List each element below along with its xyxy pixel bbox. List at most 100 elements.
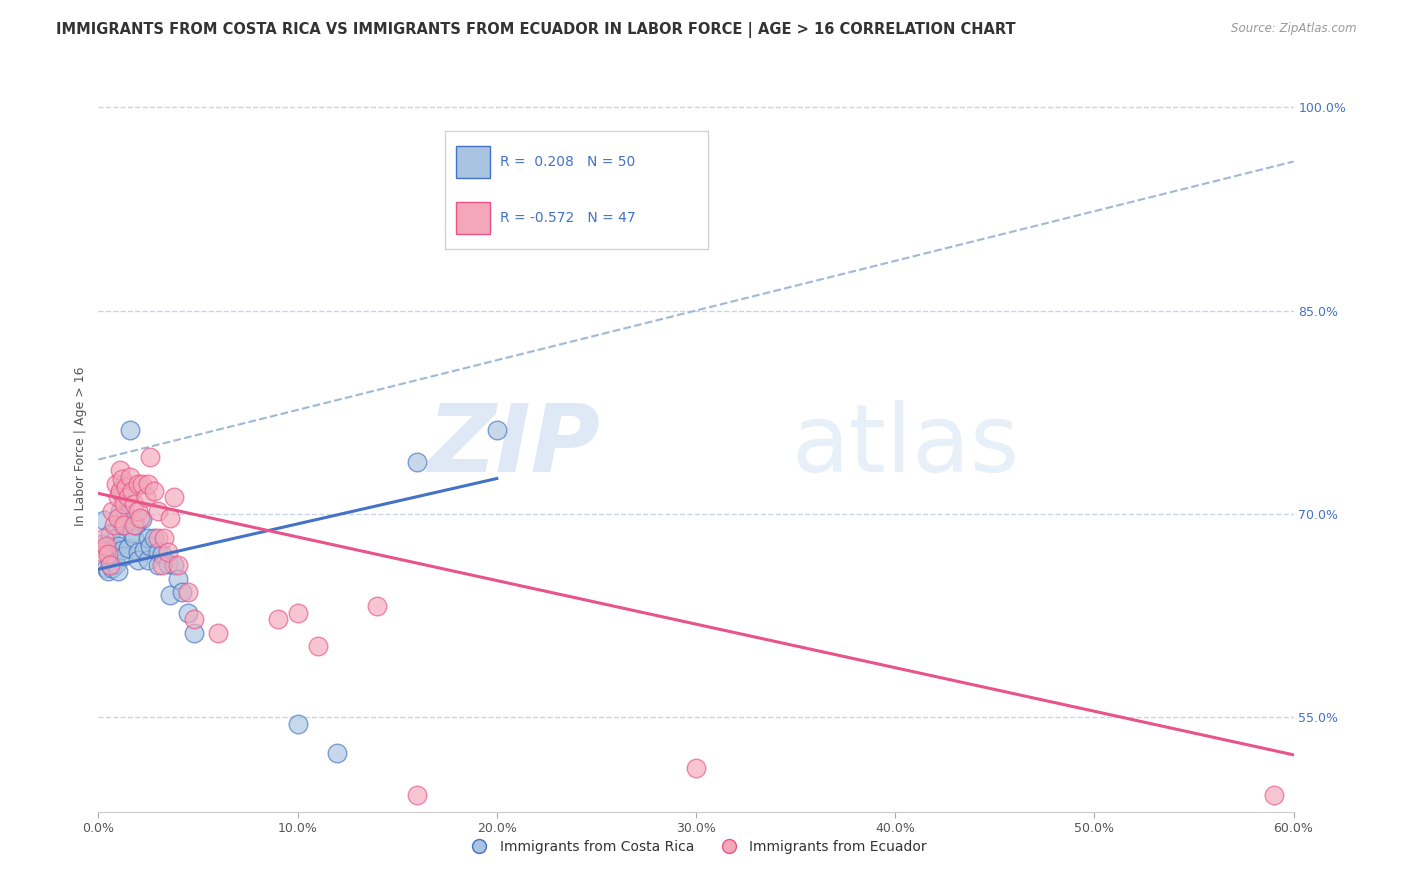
Bar — [456, 202, 489, 235]
Point — [101, 504, 124, 518]
Text: atlas: atlas — [792, 400, 1019, 492]
Point — [120, 423, 142, 437]
Point — [485, 423, 508, 437]
Point — [150, 558, 173, 573]
Point — [97, 564, 120, 578]
Point — [136, 531, 159, 545]
Point — [93, 531, 115, 545]
Point — [112, 477, 135, 491]
Point — [127, 504, 149, 518]
Point — [124, 531, 146, 545]
Point — [98, 554, 122, 568]
Point — [163, 558, 186, 573]
Point — [131, 477, 153, 491]
Point — [111, 543, 134, 558]
Point — [183, 626, 205, 640]
Point — [134, 543, 156, 558]
Point — [110, 504, 132, 518]
Text: R =  0.208   N = 50: R = 0.208 N = 50 — [501, 155, 636, 169]
Point — [124, 517, 146, 532]
Point — [96, 561, 118, 575]
Point — [157, 544, 180, 558]
Point — [101, 561, 124, 575]
Y-axis label: In Labor Force | Age > 16: In Labor Force | Age > 16 — [75, 367, 87, 525]
Point — [127, 544, 149, 558]
Point — [136, 477, 159, 491]
Point — [207, 626, 229, 640]
Point — [1263, 789, 1285, 803]
Point — [125, 517, 148, 532]
Point — [159, 588, 181, 602]
Point — [105, 477, 128, 491]
Point — [148, 544, 170, 558]
Point — [148, 531, 170, 545]
Point — [685, 761, 707, 775]
Point — [107, 491, 129, 505]
Point — [110, 485, 132, 500]
Point — [124, 497, 146, 511]
Text: IMMIGRANTS FROM COSTA RICA VS IMMIGRANTS FROM ECUADOR IN LABOR FORCE | AGE > 16 : IMMIGRANTS FROM COSTA RICA VS IMMIGRANTS… — [56, 22, 1017, 38]
Text: Source: ZipAtlas.com: Source: ZipAtlas.com — [1232, 22, 1357, 36]
Point — [107, 510, 129, 524]
Point — [177, 606, 200, 620]
Point — [91, 536, 114, 550]
Point — [107, 539, 129, 553]
Point — [127, 477, 149, 491]
Text: R = -0.572   N = 47: R = -0.572 N = 47 — [501, 211, 636, 225]
Point — [105, 557, 128, 571]
Point — [136, 553, 159, 567]
Point — [172, 585, 194, 599]
Point — [129, 510, 152, 524]
Point — [96, 539, 118, 553]
Point — [120, 470, 142, 484]
Point — [115, 480, 138, 494]
Point — [148, 504, 170, 518]
Point — [98, 558, 122, 573]
Point — [97, 541, 120, 555]
Point — [112, 517, 135, 532]
Point — [177, 585, 200, 599]
Point — [115, 509, 138, 524]
Point — [287, 606, 309, 620]
Point — [307, 640, 329, 654]
Point — [143, 531, 166, 545]
Point — [406, 455, 429, 469]
Legend: Immigrants from Costa Rica, Immigrants from Ecuador: Immigrants from Costa Rica, Immigrants f… — [460, 835, 932, 860]
Point — [111, 471, 134, 485]
Point — [103, 541, 125, 555]
Point — [117, 541, 139, 555]
Bar — [456, 145, 489, 178]
Point — [98, 527, 122, 541]
Point — [117, 489, 139, 503]
Text: ZIP: ZIP — [427, 400, 600, 492]
Point — [143, 483, 166, 498]
Point — [121, 525, 143, 540]
Point — [287, 716, 309, 731]
Point — [326, 747, 349, 761]
Point — [406, 789, 429, 803]
Point — [159, 510, 181, 524]
Point — [167, 572, 190, 586]
Point — [153, 531, 176, 545]
Point — [107, 564, 129, 578]
Point — [103, 550, 125, 565]
Point — [111, 517, 134, 532]
Point — [139, 450, 162, 464]
Point — [110, 463, 132, 477]
Point — [93, 514, 115, 528]
Point — [183, 612, 205, 626]
Point — [267, 612, 290, 626]
Point — [112, 549, 135, 563]
Point — [148, 558, 170, 573]
Point — [139, 539, 162, 553]
Point — [110, 483, 132, 498]
Point — [167, 558, 190, 573]
Point — [103, 517, 125, 532]
Point — [150, 547, 173, 561]
Point — [91, 544, 114, 558]
Point — [135, 491, 157, 505]
Point — [127, 553, 149, 567]
Point — [366, 599, 388, 613]
Point — [105, 531, 128, 545]
Point — [117, 491, 139, 505]
